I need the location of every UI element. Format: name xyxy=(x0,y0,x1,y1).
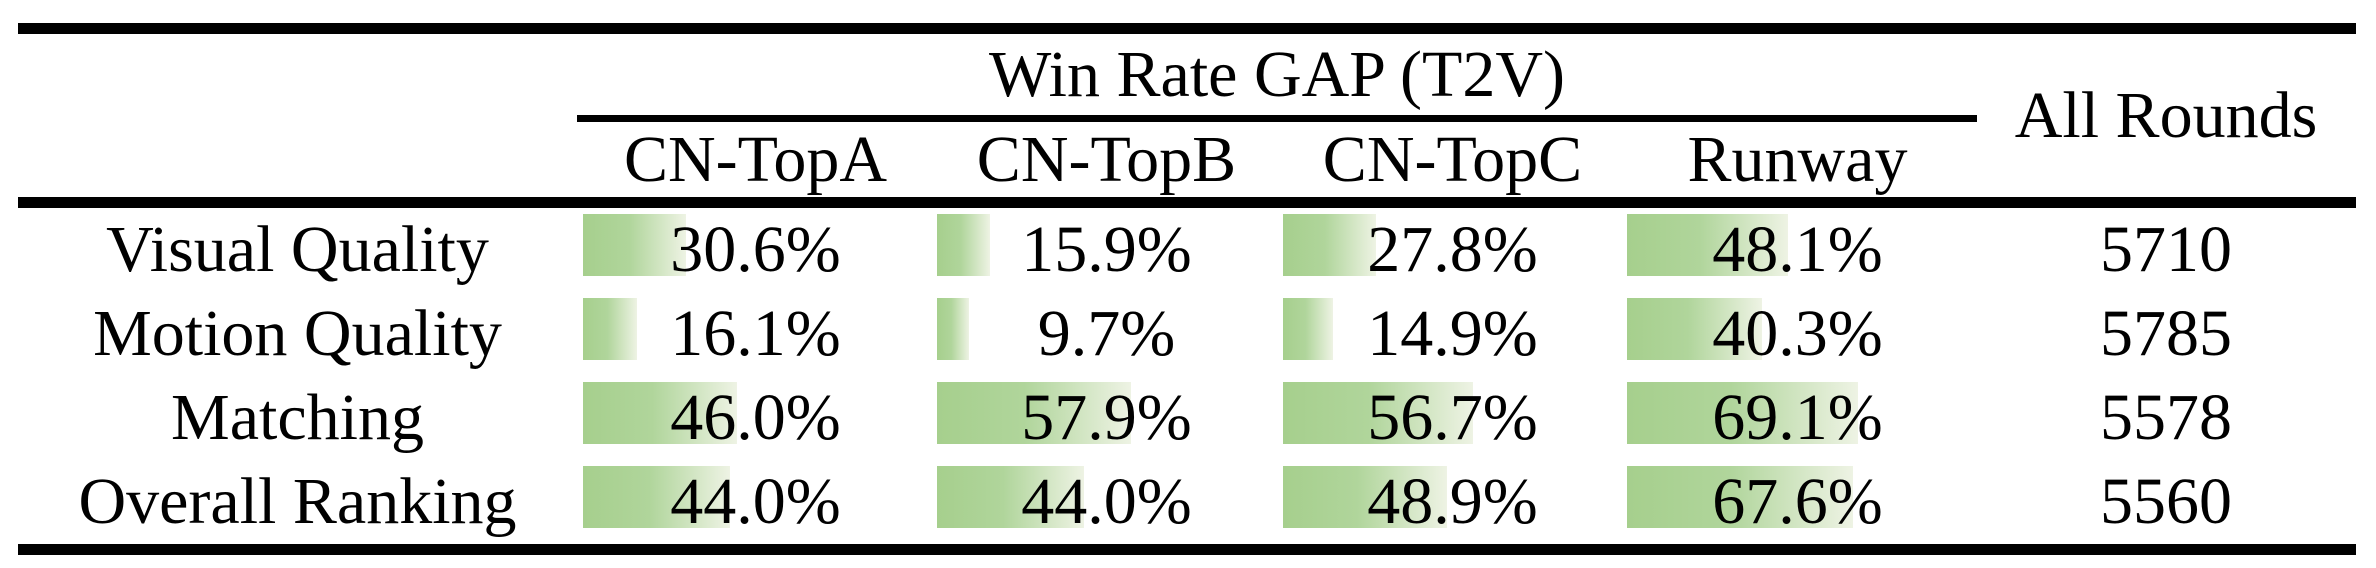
win-rate-value: 69.1% xyxy=(1712,381,1883,454)
row-label-overall-ranking: Overall Ranking xyxy=(78,465,517,538)
column-header-cn-topb: CN-TopB xyxy=(976,122,1237,196)
column-header-runway: Runway xyxy=(1687,122,1908,196)
win-rate-bar xyxy=(1283,214,1376,276)
all-rounds-header: All Rounds xyxy=(2014,78,2318,152)
table-cell: 48.9% xyxy=(1283,460,1622,544)
table-cell: 56.7% xyxy=(1283,376,1622,460)
bottom-rule xyxy=(18,544,2356,555)
table-cell: 16.1% xyxy=(583,292,928,376)
win-rate-value: 30.6% xyxy=(670,213,841,286)
win-rate-bar xyxy=(937,214,990,276)
win-rate-bar xyxy=(583,214,686,276)
win-rate-value: 44.0% xyxy=(670,465,841,538)
win-rate-value: 9.7% xyxy=(1037,297,1176,370)
win-rate-bar xyxy=(1627,382,1858,444)
row-label-matching: Matching xyxy=(171,381,424,454)
table-cell: 40.3% xyxy=(1627,292,1968,376)
win-rate-bar xyxy=(1627,214,1788,276)
win-rate-value: 57.9% xyxy=(1021,381,1192,454)
win-rate-value: 67.6% xyxy=(1712,465,1883,538)
win-rate-bar xyxy=(583,298,637,360)
header-body-rule xyxy=(18,197,2356,208)
win-rate-value: 15.9% xyxy=(1021,213,1192,286)
group-underline-rule xyxy=(577,115,1977,122)
win-rate-bar xyxy=(937,382,1131,444)
win-rate-bar xyxy=(1627,298,1762,360)
table-cell: 69.1% xyxy=(1627,376,1968,460)
table-cell: 57.9% xyxy=(937,376,1276,460)
win-rate-value: 46.0% xyxy=(670,381,841,454)
table-cell: 44.0% xyxy=(583,460,928,544)
table-cell: 30.6% xyxy=(583,208,928,292)
win-rate-value: 48.9% xyxy=(1367,465,1538,538)
win-rate-value: 40.3% xyxy=(1712,297,1883,370)
table-cell: 46.0% xyxy=(583,376,928,460)
all-rounds-value: 5710 xyxy=(2100,213,2232,286)
win-rate-bar xyxy=(1283,466,1447,528)
win-rate-value: 27.8% xyxy=(1367,213,1538,286)
row-label-visual-quality: Visual Quality xyxy=(106,213,489,286)
win-rate-value: 44.0% xyxy=(1021,465,1192,538)
table-cell: 9.7% xyxy=(937,292,1276,376)
all-rounds-value: 5578 xyxy=(2100,381,2232,454)
win-rate-bar xyxy=(583,382,737,444)
win-rate-bar xyxy=(1283,382,1473,444)
table-cell: 27.8% xyxy=(1283,208,1622,292)
table-cell: 15.9% xyxy=(937,208,1276,292)
win-rate-value: 56.7% xyxy=(1367,381,1538,454)
column-header-cn-topc: CN-TopC xyxy=(1322,122,1583,196)
win-rate-bar xyxy=(937,298,969,360)
row-label-motion-quality: Motion Quality xyxy=(93,297,502,370)
win-rate-bar xyxy=(937,466,1084,528)
all-rounds-value: 5560 xyxy=(2100,465,2232,538)
win-rate-value: 14.9% xyxy=(1367,297,1538,370)
table-cell: 44.0% xyxy=(937,460,1276,544)
top-rule xyxy=(18,23,2356,34)
all-rounds-value: 5785 xyxy=(2100,297,2232,370)
win-rate-bar xyxy=(1283,298,1333,360)
column-header-cn-topa: CN-TopA xyxy=(623,122,888,196)
table-cell: 48.1% xyxy=(1627,208,1968,292)
win-rate-bar xyxy=(1627,466,1853,528)
win-rate-value: 16.1% xyxy=(670,297,841,370)
table-cell: 14.9% xyxy=(1283,292,1622,376)
table-cell: 67.6% xyxy=(1627,460,1968,544)
win-rate-value: 48.1% xyxy=(1712,213,1883,286)
group-header-title: Win Rate GAP (T2V) xyxy=(989,37,1565,111)
win-rate-bar xyxy=(583,466,730,528)
